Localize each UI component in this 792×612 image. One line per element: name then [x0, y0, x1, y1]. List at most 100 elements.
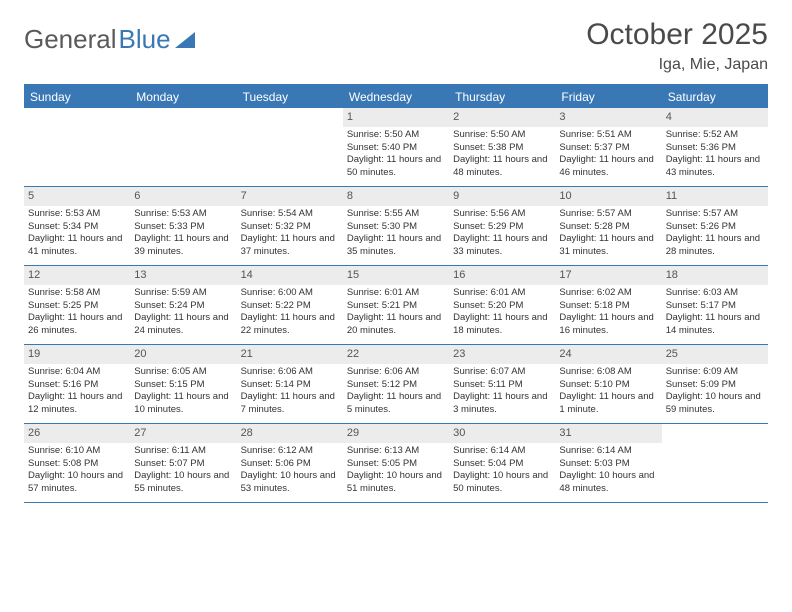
month-title: October 2025 — [586, 18, 768, 52]
day-number: 4 — [662, 108, 768, 127]
week-row: 19 Sunrise: 6:04 AMSunset: 5:16 PMDayligh… — [24, 345, 768, 424]
sunset-text: Sunset: 5:32 PM — [241, 221, 339, 234]
day-number: 6 — [130, 187, 236, 206]
sunset-text: Sunset: 5:05 PM — [347, 458, 445, 471]
day-number: 25 — [662, 345, 768, 364]
day-body: Sunrise: 6:01 AMSunset: 5:20 PMDaylight:… — [449, 287, 555, 341]
daylight-text: Daylight: 11 hours and 31 minutes. — [559, 233, 657, 259]
day-cell: 20Sunrise: 6:05 AMSunset: 5:15 PMDayligh… — [130, 345, 236, 423]
day-body: Sunrise: 5:51 AMSunset: 5:37 PMDaylight:… — [555, 129, 661, 183]
daylight-text: Daylight: 11 hours and 20 minutes. — [347, 312, 445, 338]
brand-logo: GeneralBlue — [24, 18, 197, 55]
day-body: Sunrise: 6:04 AMSunset: 5:16 PMDaylight:… — [24, 366, 130, 420]
daylight-text: Daylight: 11 hours and 50 minutes. — [347, 154, 445, 180]
sunrise-text: Sunrise: 6:07 AM — [453, 366, 551, 379]
day-cell: 9Sunrise: 5:56 AMSunset: 5:29 PMDaylight… — [449, 187, 555, 265]
sunset-text: Sunset: 5:03 PM — [559, 458, 657, 471]
day-number: 31 — [555, 424, 661, 443]
sunset-text: Sunset: 5:06 PM — [241, 458, 339, 471]
sunrise-text: Sunrise: 6:06 AM — [347, 366, 445, 379]
day-cell: 22Sunrise: 6:06 AMSunset: 5:12 PMDayligh… — [343, 345, 449, 423]
sunset-text: Sunset: 5:26 PM — [666, 221, 764, 234]
sunset-text: Sunset: 5:34 PM — [28, 221, 126, 234]
sunrise-text: Sunrise: 5:53 AM — [28, 208, 126, 221]
sunrise-text: Sunrise: 5:55 AM — [347, 208, 445, 221]
sunrise-text: Sunrise: 6:12 AM — [241, 445, 339, 458]
sunset-text: Sunset: 5:38 PM — [453, 142, 551, 155]
title-block: October 2025 Iga, Mie, Japan — [586, 18, 768, 74]
daylight-text: Daylight: 11 hours and 5 minutes. — [347, 391, 445, 417]
day-cell: 16 Sunrise: 6:01 AMSunset: 5:20 PMDayligh… — [449, 266, 555, 344]
day-body: Sunrise: 5:50 AMSunset: 5:38 PMDaylight:… — [449, 129, 555, 183]
weekday-header: Tuesday — [237, 86, 343, 108]
sunset-text: Sunset: 5:36 PM — [666, 142, 764, 155]
day-body: Sunrise: 6:14 AMSunset: 5:03 PMDaylight:… — [555, 445, 661, 499]
sail-icon — [175, 30, 197, 50]
daylight-text: Daylight: 11 hours and 7 minutes. — [241, 391, 339, 417]
sunset-text: Sunset: 5:17 PM — [666, 300, 764, 313]
daylight-text: Daylight: 11 hours and 16 minutes. — [559, 312, 657, 338]
day-number: 3 — [555, 108, 661, 127]
day-body: Sunrise: 5:53 AMSunset: 5:34 PMDaylight:… — [24, 208, 130, 262]
day-cell: . — [24, 108, 130, 186]
day-number: 7 — [237, 187, 343, 206]
day-body: Sunrise: 6:10 AMSunset: 5:08 PMDaylight:… — [24, 445, 130, 499]
day-cell: 15Sunrise: 6:01 AMSunset: 5:21 PMDayligh… — [343, 266, 449, 344]
week-row: 12Sunrise: 5:58 AMSunset: 5:25 PMDayligh… — [24, 266, 768, 345]
day-body: Sunrise: 5:57 AMSunset: 5:26 PMDaylight:… — [662, 208, 768, 262]
sunset-text: Sunset: 5:07 PM — [134, 458, 232, 471]
sunrise-text: Sunrise: 5:57 AM — [666, 208, 764, 221]
day-body: Sunrise: 6:03 AMSunset: 5:17 PMDaylight:… — [662, 287, 768, 341]
sunset-text: Sunset: 5:28 PM — [559, 221, 657, 234]
day-cell: 21Sunrise: 6:06 AMSunset: 5:14 PMDayligh… — [237, 345, 343, 423]
day-body: Sunrise: 6:13 AMSunset: 5:05 PMDaylight:… — [343, 445, 449, 499]
day-body: Sunrise: 5:57 AMSunset: 5:28 PMDaylight:… — [555, 208, 661, 262]
sunset-text: Sunset: 5:25 PM — [28, 300, 126, 313]
weekday-header: Wednesday — [343, 86, 449, 108]
daylight-text: Daylight: 11 hours and 12 minutes. — [28, 391, 126, 417]
sunrise-text: Sunrise: 5:58 AM — [28, 287, 126, 300]
day-cell: 13Sunrise: 5:59 AMSunset: 5:24 PMDayligh… — [130, 266, 236, 344]
day-cell: 30Sunrise: 6:14 AMSunset: 5:04 PMDayligh… — [449, 424, 555, 502]
day-body: Sunrise: 5:59 AMSunset: 5:24 PMDaylight:… — [130, 287, 236, 341]
week-row: ...1Sunrise: 5:50 AMSunset: 5:40 PMDayli… — [24, 108, 768, 187]
daylight-text: Daylight: 11 hours and 28 minutes. — [666, 233, 764, 259]
day-number: 30 — [449, 424, 555, 443]
day-number: 24 — [555, 345, 661, 364]
daylight-text: Daylight: 11 hours and 41 minutes. — [28, 233, 126, 259]
day-cell: 17Sunrise: 6:02 AMSunset: 5:18 PMDayligh… — [555, 266, 661, 344]
sunrise-text: Sunrise: 5:56 AM — [453, 208, 551, 221]
calendar: Sunday Monday Tuesday Wednesday Thursday… — [24, 84, 768, 503]
day-cell: 4Sunrise: 5:52 AMSunset: 5:36 PMDaylight… — [662, 108, 768, 186]
daylight-text: Daylight: 11 hours and 3 minutes. — [453, 391, 551, 417]
daylight-text: Daylight: 10 hours and 48 minutes. — [559, 470, 657, 496]
sunset-text: Sunset: 5:09 PM — [666, 379, 764, 392]
day-cell: 7Sunrise: 5:54 AMSunset: 5:32 PMDaylight… — [237, 187, 343, 265]
day-cell: 8Sunrise: 5:55 AMSunset: 5:30 PMDaylight… — [343, 187, 449, 265]
daylight-text: Daylight: 10 hours and 53 minutes. — [241, 470, 339, 496]
day-number: 11 — [662, 187, 768, 206]
daylight-text: Daylight: 11 hours and 46 minutes. — [559, 154, 657, 180]
day-cell: 11 Sunrise: 5:57 AMSunset: 5:26 PMDayligh… — [662, 187, 768, 265]
location-label: Iga, Mie, Japan — [586, 56, 768, 74]
daylight-text: Daylight: 11 hours and 43 minutes. — [666, 154, 764, 180]
weekday-header: Thursday — [449, 86, 555, 108]
week-row: 26Sunrise: 6:10 AMSunset: 5:08 PMDayligh… — [24, 424, 768, 503]
sunrise-text: Sunrise: 6:08 AM — [559, 366, 657, 379]
day-number: 15 — [343, 266, 449, 285]
day-body: Sunrise: 6:12 AMSunset: 5:06 PMDaylight:… — [237, 445, 343, 499]
day-cell: 18Sunrise: 6:03 AMSunset: 5:17 PMDayligh… — [662, 266, 768, 344]
day-number: 19 — [24, 345, 130, 364]
day-cell: 19 Sunrise: 6:04 AMSunset: 5:16 PMDayligh… — [24, 345, 130, 423]
day-body: Sunrise: 6:11 AMSunset: 5:07 PMDaylight:… — [130, 445, 236, 499]
day-number: 16 — [449, 266, 555, 285]
day-number: 10 — [555, 187, 661, 206]
sunrise-text: Sunrise: 6:14 AM — [559, 445, 657, 458]
sunrise-text: Sunrise: 6:14 AM — [453, 445, 551, 458]
sunset-text: Sunset: 5:08 PM — [28, 458, 126, 471]
day-cell: 24Sunrise: 6:08 AMSunset: 5:10 PMDayligh… — [555, 345, 661, 423]
week-row: 5Sunrise: 5:53 AMSunset: 5:34 PMDaylight… — [24, 187, 768, 266]
day-number: 1 — [343, 108, 449, 127]
weekday-header: Friday — [555, 86, 661, 108]
sunset-text: Sunset: 5:11 PM — [453, 379, 551, 392]
